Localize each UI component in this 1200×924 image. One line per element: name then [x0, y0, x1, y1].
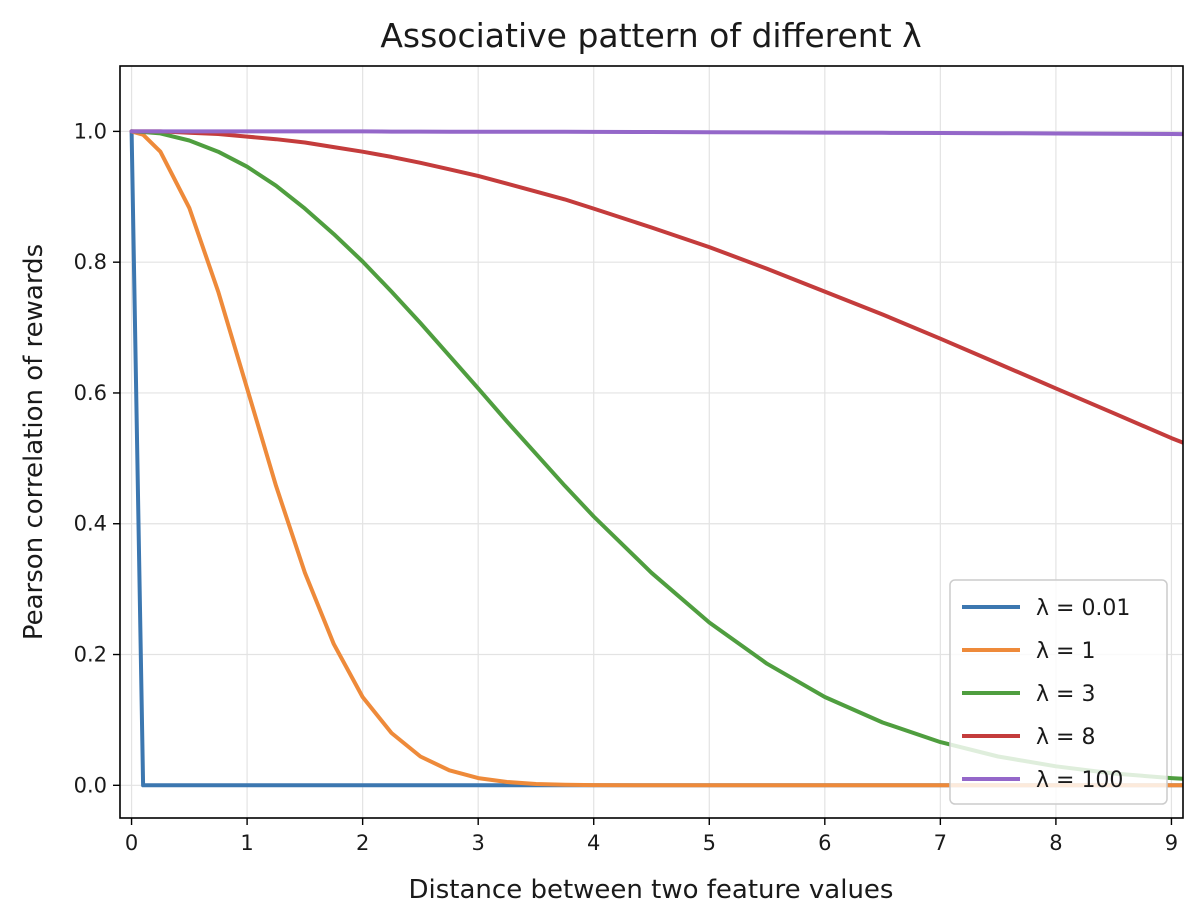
legend-label-0: λ = 0.01 — [1036, 596, 1130, 621]
x-tick-label: 7 — [934, 831, 947, 855]
plot-frame — [119, 65, 1184, 819]
x-tick-label: 3 — [471, 831, 484, 855]
x-tick-label: 0 — [125, 831, 138, 855]
series-line-3 — [129, 129, 1183, 445]
x-tick-label: 6 — [818, 831, 831, 855]
legend-label-3: λ = 8 — [1036, 725, 1095, 750]
y-tick-label: 1.0 — [74, 119, 107, 143]
y-tick-label: 0.8 — [74, 250, 107, 274]
chart-title: Associative pattern of different λ — [380, 16, 921, 55]
x-tick-label: 8 — [1049, 831, 1062, 855]
y-tick-label: 0.0 — [74, 773, 107, 797]
legend-label-1: λ = 1 — [1036, 639, 1095, 664]
y-tick-label: 0.2 — [74, 643, 107, 667]
x-tick-label: 4 — [587, 831, 600, 855]
legend-label-4: λ = 100 — [1036, 768, 1123, 793]
y-tick-label: 0.4 — [74, 512, 107, 536]
series-line-4 — [129, 129, 1183, 137]
legend: λ = 0.01 λ = 1 λ = 3 λ = 8 λ = 100 — [949, 579, 1168, 805]
axis-ticks: 0 1 2 3 4 5 6 7 8 9 0.0 0.2 0.4 0.6 0.8 1.0 — [74, 119, 1179, 855]
x-axis-label: Distance between two feature values — [409, 875, 894, 905]
legend-label-2: λ = 3 — [1036, 682, 1095, 707]
x-tick-label: 2 — [356, 831, 369, 855]
x-tick-label: 5 — [703, 831, 716, 855]
y-tick-label: 0.6 — [74, 381, 107, 405]
y-axis-label: Pearson correlation of rewards — [19, 244, 49, 640]
legend-box — [949, 579, 1168, 805]
x-tick-label: 9 — [1165, 831, 1178, 855]
x-tick-label: 1 — [240, 831, 253, 855]
